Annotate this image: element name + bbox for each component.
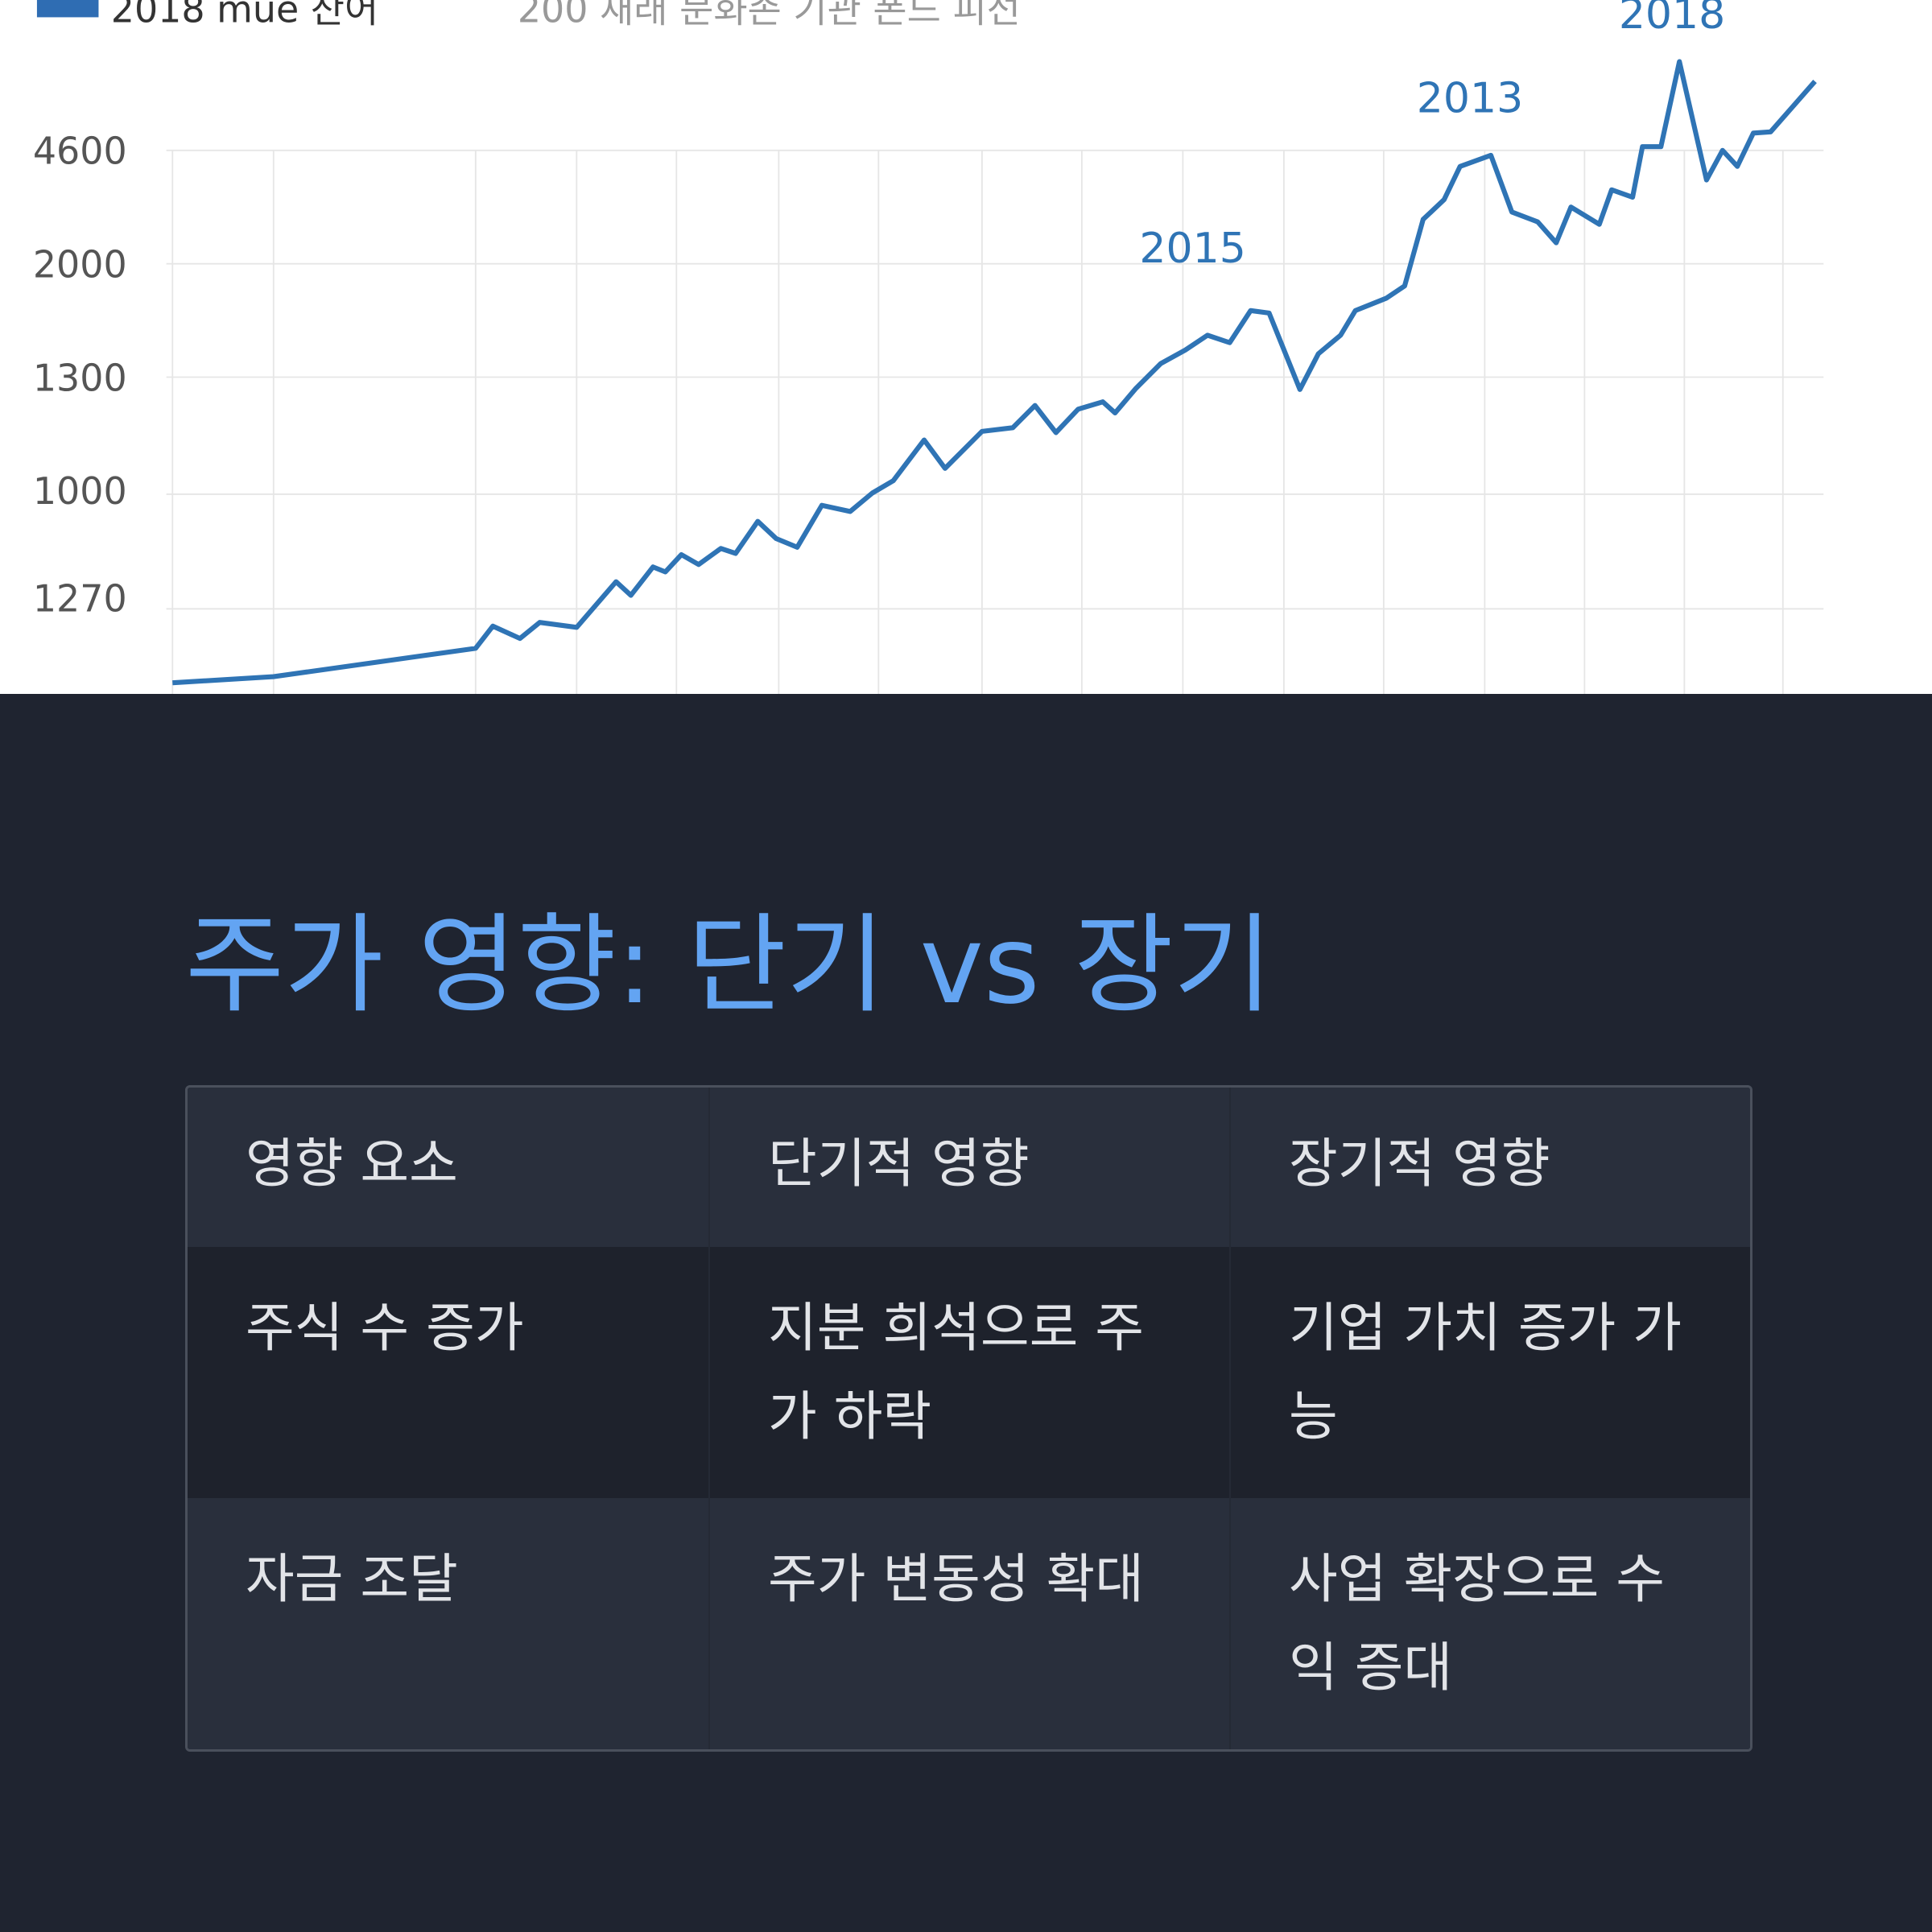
- table-row: 주식 수 증가 지분 희석으로 주가 하락 기업 가치 증가 가능: [188, 1247, 1750, 1498]
- header-row: 영향 요소 단기적 영향 장기적 영향: [188, 1088, 1750, 1247]
- legend-swatch: [36, 0, 99, 18]
- y-label: 2000: [33, 242, 127, 286]
- chart-subtitle: 200 재래 문화존 기관 폰드 피선: [518, 0, 1021, 31]
- annotation: 2015: [1139, 225, 1245, 273]
- cell: 주가 변동성 확대: [708, 1498, 1229, 1749]
- section-title: 주가 영향: 단기 vs 장기: [185, 902, 1273, 1028]
- y-labels: 4600 2000 1300 1000 1270: [33, 130, 127, 621]
- annotation: 2018: [1619, 0, 1725, 39]
- table-row: 자금 조달 주가 변동성 확대 사업 확장으로 수익 증대: [188, 1498, 1750, 1749]
- y-label: 1300: [33, 356, 127, 399]
- price-line: [172, 59, 1817, 686]
- cell: 사업 확장으로 수익 증대: [1229, 1498, 1750, 1749]
- comparison-table: 영향 요소 단기적 영향 장기적 영향 주식 수 증가 지분 희석으로 주가 하…: [185, 1085, 1752, 1752]
- chart-image: 2018 mue 잔어 200 재래 문화존 기관 폰드 피선 4600 200…: [0, 0, 1932, 694]
- cell: 자금 조달: [188, 1498, 708, 1749]
- grid: [166, 149, 1824, 694]
- annotations: 2015 2013 2018: [1139, 0, 1725, 273]
- y-label: 4600: [33, 130, 127, 173]
- annotation: 2013: [1417, 74, 1523, 122]
- legend-label: 2018 mue 잔어: [111, 0, 378, 31]
- cell: 주식 수 증가: [188, 1247, 708, 1498]
- y-label: 1000: [33, 469, 127, 513]
- cell: 지분 희석으로 주가 하락: [708, 1247, 1229, 1498]
- header-cell: 장기적 영향: [1229, 1088, 1750, 1247]
- cell: 기업 가치 증가 가능: [1229, 1247, 1750, 1498]
- header-cell: 영향 요소: [188, 1088, 708, 1247]
- y-label: 1270: [33, 576, 127, 620]
- header-cell: 단기적 영향: [708, 1088, 1229, 1247]
